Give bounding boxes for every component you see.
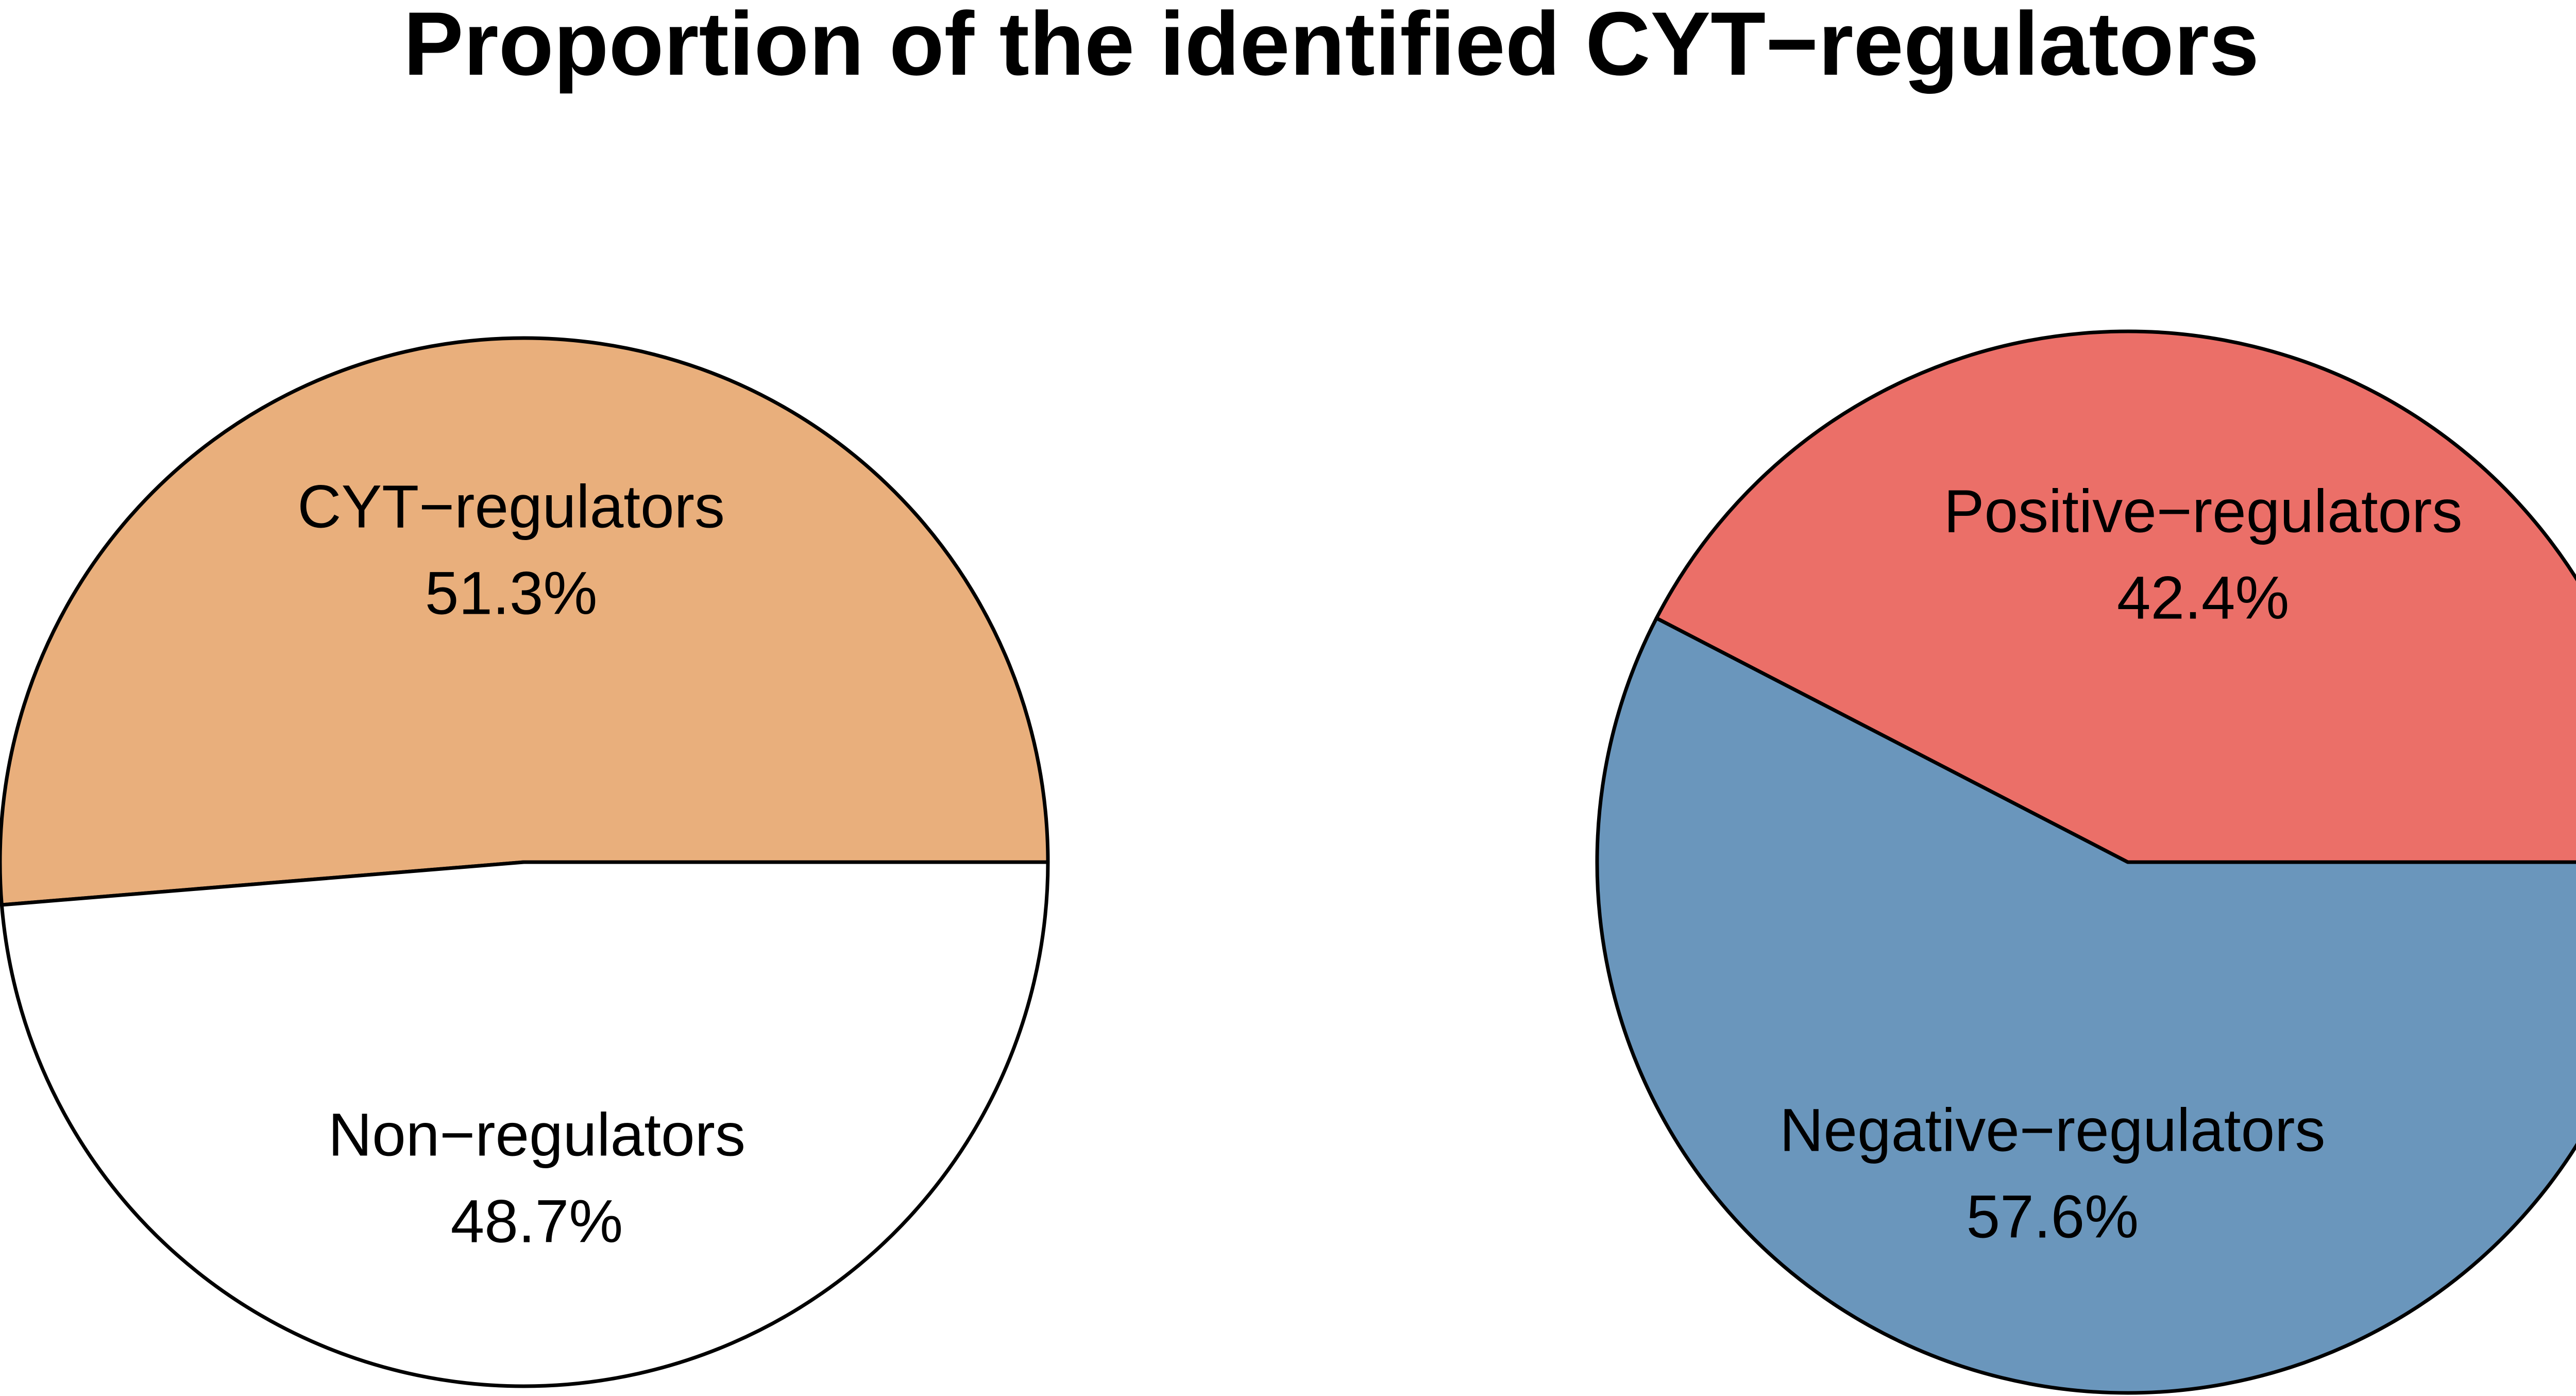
slice-label-positive-regulators: Positive−regulators xyxy=(1944,478,2463,546)
pie-chart-positive-negative-regulators: Positive−regulators 42.4% Negative−regulat… xyxy=(1595,329,2576,1395)
slice-percent-non-regulators: 48.7% xyxy=(451,1188,623,1256)
pie-slice-non-regulators xyxy=(0,860,1050,1388)
slice-label-non-regulators: Non−regulators xyxy=(328,1101,745,1169)
pie-slice-negative-regulators xyxy=(1595,616,2576,1395)
chart-title: Proportion of the identified CYT−regulat… xyxy=(403,0,2259,94)
pie-chart-cyt-regulators: CYT−regulators 51.3% Non−regulators 48.7% xyxy=(0,336,1050,1388)
pie-slice-positive-regulators xyxy=(1654,329,2576,864)
slice-label-cyt-regulators: CYT−regulators xyxy=(297,473,725,541)
slice-percent-cyt-regulators: 51.3% xyxy=(425,559,598,627)
slice-percent-negative-regulators: 57.6% xyxy=(1967,1183,2139,1251)
pie-slice-cyt-regulators xyxy=(0,336,1050,907)
slice-label-negative-regulators: Negative−regulators xyxy=(1780,1096,2325,1164)
slice-percent-positive-regulators: 42.4% xyxy=(2117,564,2290,632)
